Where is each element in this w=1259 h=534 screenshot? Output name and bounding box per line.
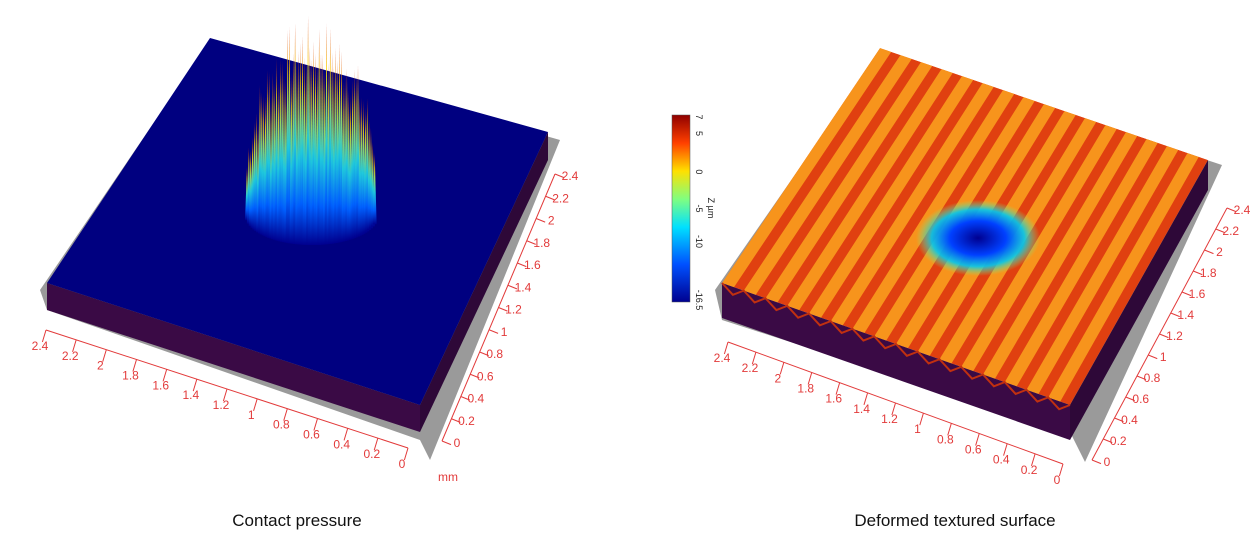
- tick-label: 1.2: [881, 412, 898, 426]
- tick-label: 0: [454, 436, 461, 450]
- figure: mm Contact pressure Deformed textured su…: [0, 0, 1259, 534]
- tick-label: 0.6: [1132, 392, 1149, 406]
- tick-label: 2.4: [1234, 203, 1251, 217]
- tick-label: 1.6: [825, 392, 842, 406]
- tick-label: 1.6: [1189, 287, 1206, 301]
- tick-label: 1.4: [1177, 308, 1194, 322]
- colorbar-label: Z µm: [706, 198, 716, 219]
- tick-label: 0.4: [467, 392, 484, 406]
- tick-label: 1: [501, 325, 508, 339]
- tick-label: 1.8: [1200, 266, 1217, 280]
- tick-label: 0.8: [486, 347, 503, 361]
- tick-label: 2: [1216, 245, 1223, 259]
- tick-mark: [442, 441, 451, 445]
- tick-label: 2.4: [32, 339, 49, 353]
- tick-label: 0.6: [303, 428, 320, 442]
- tick-label: 0: [1104, 455, 1111, 469]
- tick-label: 0.2: [1110, 434, 1127, 448]
- tick-label: 1.8: [797, 382, 814, 396]
- tick-label: 1: [1160, 350, 1167, 364]
- tick-label: 0: [1054, 473, 1061, 487]
- colorbar-tick: 0: [694, 169, 704, 174]
- tick-label: 0.6: [477, 369, 494, 383]
- tick-label: 2.2: [742, 361, 759, 375]
- tick-label: 2.2: [552, 191, 569, 205]
- tick-label: 0.4: [993, 453, 1010, 467]
- tick-label: 1.8: [533, 236, 550, 250]
- tick-mark: [536, 219, 545, 223]
- tick-label: 0: [399, 457, 406, 471]
- colorbar-tick: 5: [694, 131, 704, 136]
- tick-label: 1.8: [122, 369, 139, 383]
- tick-label: 1: [914, 422, 921, 436]
- colorbar-tick: -5: [694, 204, 704, 212]
- tick-label: 0.2: [363, 447, 380, 461]
- tick-label: 0.8: [937, 432, 954, 446]
- tick-mark: [1092, 460, 1101, 464]
- tick-label: 0.4: [1121, 413, 1138, 427]
- tick-label: 1.2: [1166, 329, 1183, 343]
- tick-label: 2: [774, 371, 781, 385]
- tick-label: 0.6: [965, 443, 982, 457]
- unit-label: mm: [438, 470, 458, 484]
- tick-label: 0.2: [458, 414, 475, 428]
- tick-label: 1.4: [515, 280, 532, 294]
- tick-label: 2: [97, 359, 104, 373]
- tick-mark: [489, 330, 498, 334]
- tick-mark: [1205, 250, 1214, 254]
- tick-label: 2: [548, 214, 555, 228]
- tick-label: 1.2: [505, 303, 522, 317]
- tick-mark: [1148, 355, 1157, 359]
- colorbar: [672, 115, 690, 302]
- colorbar-tick: 7: [694, 114, 704, 119]
- tick-label: 2.2: [1222, 224, 1239, 238]
- caption: Contact pressure: [232, 511, 361, 530]
- tick-label: 1: [248, 408, 255, 422]
- tick-label: 1.4: [853, 402, 870, 416]
- tick-label: 2.2: [62, 349, 79, 363]
- colorbar-tick: -16.5: [694, 290, 704, 311]
- dent: [916, 200, 1040, 276]
- tick-label: 1.6: [152, 378, 169, 392]
- tick-label: 0.8: [273, 418, 290, 432]
- tick-label: 0.8: [1144, 371, 1161, 385]
- tick-label: 1.4: [182, 388, 199, 402]
- tick-label: 0.2: [1021, 463, 1038, 477]
- tick-label: 0.4: [333, 437, 350, 451]
- tick-label: 2.4: [562, 169, 579, 183]
- tick-label: 1.2: [213, 398, 230, 412]
- tick-label: 1.6: [524, 258, 541, 272]
- caption: Deformed textured surface: [854, 511, 1055, 530]
- tick-label: 2.4: [714, 351, 731, 365]
- colorbar-tick: -10: [694, 235, 704, 248]
